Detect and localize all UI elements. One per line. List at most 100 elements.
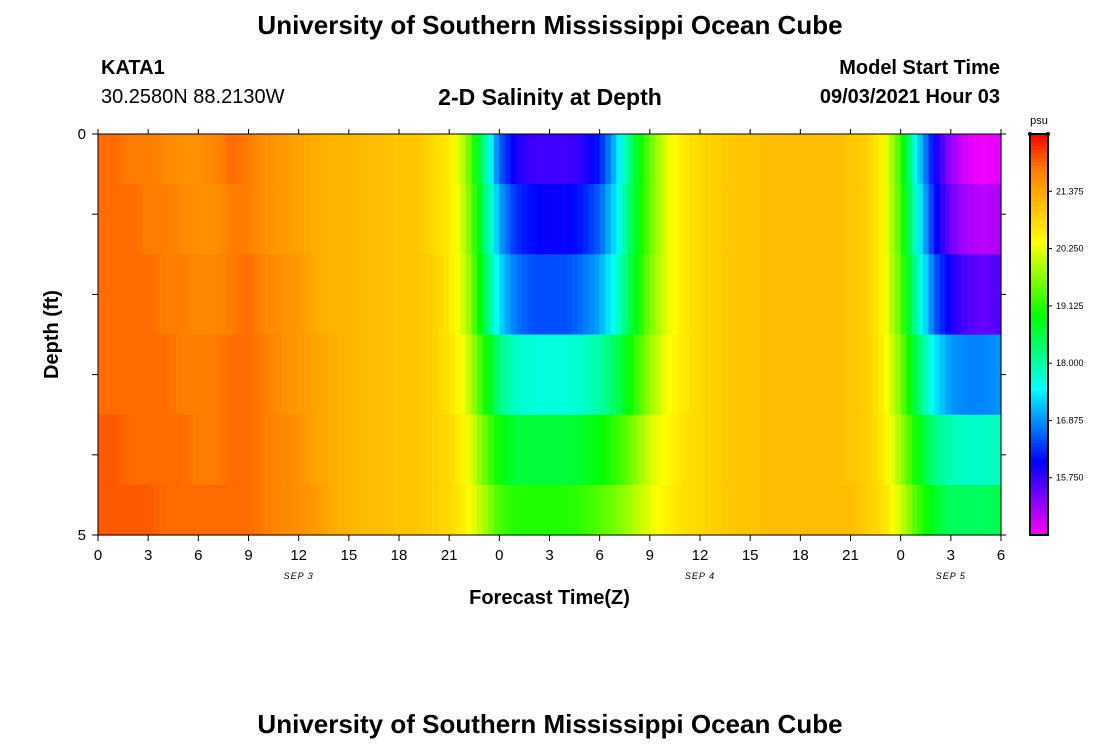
heatmap-cell — [148, 334, 155, 416]
heatmap-cell — [677, 334, 684, 416]
heatmap-cell — [934, 334, 941, 416]
heatmap-cell — [956, 134, 963, 185]
heatmap-cell — [516, 484, 523, 536]
heatmap-cell — [649, 414, 656, 486]
x-tick-label: 9 — [646, 547, 654, 564]
heatmap-cell — [995, 414, 1002, 486]
heatmap-cell — [98, 134, 105, 185]
heatmap-cell — [800, 254, 807, 336]
heatmap-cell — [103, 414, 110, 486]
heatmap-cell — [733, 414, 740, 486]
heatmap-cell — [125, 414, 133, 486]
heatmap-cell — [766, 334, 774, 416]
y-tick-label: 5 — [78, 527, 86, 544]
heatmap-cell — [599, 484, 606, 536]
heatmap-cell — [716, 414, 723, 486]
heatmap-cell — [220, 484, 227, 536]
heatmap-cell — [861, 184, 868, 255]
heatmap-cell — [532, 334, 539, 416]
heatmap-cell — [109, 484, 116, 536]
heatmap-cell — [939, 414, 946, 486]
heatmap-cell — [454, 484, 461, 536]
heatmap-cell — [800, 184, 807, 255]
heatmap-cell — [337, 184, 344, 255]
colorbar-cell — [1030, 374, 1048, 380]
heatmap-cell — [192, 414, 199, 486]
heatmap-cell — [320, 484, 328, 536]
heatmap-cell — [616, 484, 623, 536]
heatmap-cell — [616, 414, 623, 486]
heatmap-cell — [805, 254, 813, 336]
heatmap-cell — [532, 184, 539, 255]
heatmap-cell — [599, 254, 606, 336]
heatmap-cell — [209, 334, 216, 416]
heatmap-cell — [371, 254, 378, 336]
heatmap-cell — [125, 254, 133, 336]
colorbar-cell — [1030, 510, 1048, 516]
heatmap-cell — [616, 334, 623, 416]
heatmap-cell — [733, 484, 740, 536]
heatmap-cell — [800, 334, 807, 416]
x-tick-label: 12 — [290, 547, 307, 564]
heatmap-cell — [761, 184, 768, 255]
heatmap-cell — [404, 254, 411, 336]
heatmap-cell — [304, 134, 311, 185]
colorbar-cell — [1030, 482, 1048, 488]
heatmap-cell — [426, 134, 434, 185]
heatmap-cell — [867, 414, 874, 486]
heatmap-cell — [688, 414, 696, 486]
heatmap-cell — [315, 254, 322, 336]
heatmap-cell — [98, 334, 105, 416]
heatmap-cell — [443, 484, 450, 536]
colorbar-cell — [1030, 258, 1048, 263]
colorbar-cell — [1030, 390, 1048, 396]
heatmap-cell — [599, 414, 606, 486]
heatmap-cell — [789, 134, 796, 185]
heatmap-cell — [192, 134, 199, 185]
heatmap-cell — [555, 484, 562, 536]
footer-title: University of Southern Mississippi Ocean… — [257, 709, 843, 739]
x-tick-label: 6 — [194, 547, 202, 564]
heatmap-cell — [677, 254, 684, 336]
heatmap-cell — [872, 334, 879, 416]
heatmap-cell — [304, 184, 311, 255]
colorbar-cell — [1030, 282, 1048, 287]
heatmap-cell — [354, 134, 361, 185]
heatmap-cell — [114, 334, 121, 416]
heatmap-cell — [961, 134, 969, 185]
heatmap-cell — [739, 484, 746, 536]
heatmap-cell — [465, 414, 473, 486]
heatmap-cell — [571, 484, 578, 536]
heatmap-cell — [231, 134, 238, 185]
colorbar-cell — [1030, 190, 1048, 195]
heatmap-cell — [354, 414, 361, 486]
heatmap-cell — [181, 134, 188, 185]
heatmap-cell — [984, 334, 991, 416]
heatmap-cell — [666, 134, 673, 185]
heatmap-cell — [883, 484, 891, 536]
colorbar-dot — [1046, 132, 1050, 136]
heatmap-cell — [922, 334, 930, 416]
heatmap-cell — [148, 254, 155, 336]
heatmap-cell — [872, 184, 879, 255]
heatmap-cell — [727, 484, 735, 536]
heatmap-cell — [739, 414, 746, 486]
heatmap-cell — [198, 334, 205, 416]
heatmap-cell — [242, 184, 250, 255]
heatmap-cell — [822, 184, 829, 255]
heatmap-cell — [727, 184, 735, 255]
heatmap-cell — [320, 184, 328, 255]
colorbar-cell — [1030, 474, 1048, 480]
colorbar-cell — [1030, 266, 1048, 271]
heatmap-cell — [956, 484, 963, 536]
heatmap-cell — [365, 334, 372, 416]
colorbar-tick-label: 15.750 — [1056, 473, 1084, 483]
heatmap-cell — [672, 484, 679, 536]
heatmap-cell — [159, 334, 166, 416]
heatmap-cell — [872, 414, 879, 486]
heatmap-cell — [265, 134, 272, 185]
heatmap-cell — [226, 134, 233, 185]
colorbar-cell — [1030, 174, 1048, 179]
heatmap-cell — [555, 184, 562, 255]
heatmap-cell — [293, 414, 300, 486]
